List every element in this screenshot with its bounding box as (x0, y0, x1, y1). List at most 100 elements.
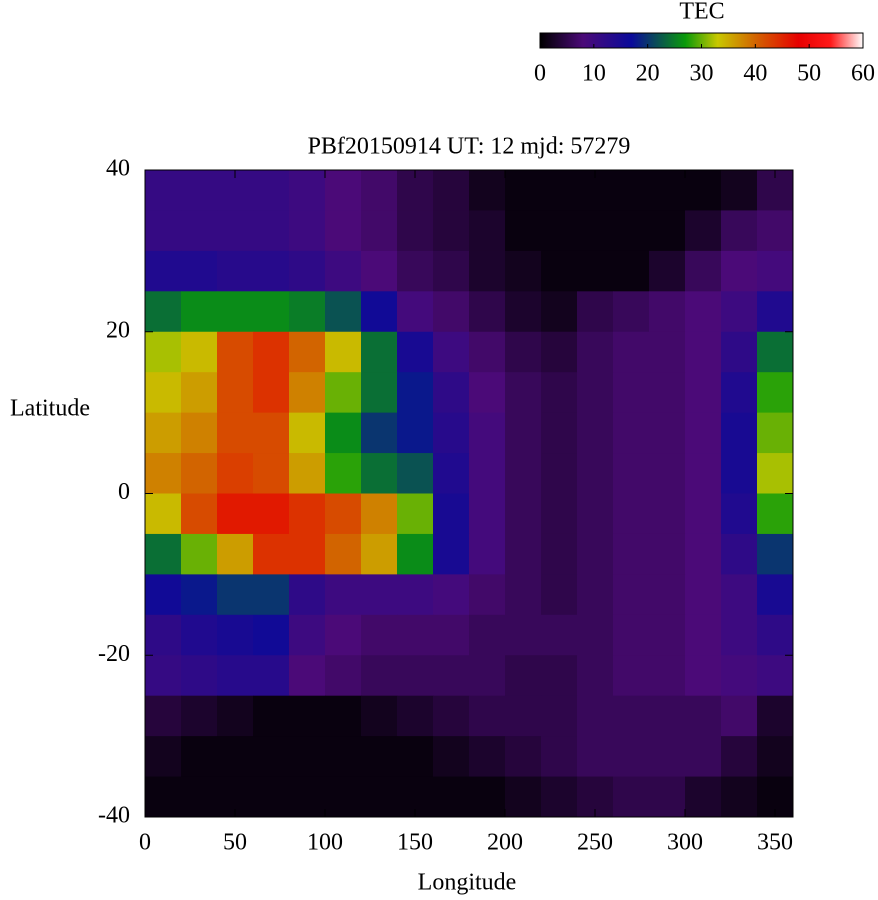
heat-cell (145, 574, 182, 616)
heat-cell (649, 695, 686, 737)
heat-cell (253, 574, 290, 616)
heat-cell (469, 331, 506, 373)
heat-cell (253, 736, 290, 778)
x-tick-label: 300 (667, 830, 703, 856)
heat-cell (361, 210, 398, 252)
heat-cell (757, 655, 794, 697)
heat-cell (505, 655, 542, 697)
heat-cell (613, 574, 650, 616)
x-tick-label: 0 (139, 830, 151, 856)
heat-cell (181, 736, 218, 778)
heat-cell (757, 453, 794, 494)
heat-cell (577, 574, 614, 616)
heat-cell (433, 736, 470, 778)
heat-cell (721, 210, 758, 252)
heat-cell (577, 291, 614, 333)
heat-cell (253, 493, 290, 535)
heat-cell (685, 776, 722, 818)
heat-cell (757, 614, 794, 656)
heat-cell (721, 170, 758, 211)
heat-cell (217, 655, 254, 697)
heat-cell (145, 412, 182, 454)
heat-cell (649, 412, 686, 454)
heat-cell (757, 695, 794, 737)
heat-cell (397, 695, 434, 737)
heat-cell (361, 614, 398, 656)
heat-cell (649, 210, 686, 252)
chart-title: PBf20150914 UT: 12 mjd: 57279 (308, 134, 631, 160)
heat-cell (217, 574, 254, 616)
heat-cell (145, 736, 182, 778)
heat-cell (145, 695, 182, 737)
heat-cell (649, 250, 686, 292)
heat-cell (433, 250, 470, 292)
heat-cell (685, 331, 722, 373)
colorbar-label: TEC (679, 0, 724, 25)
heat-cell (253, 655, 290, 697)
heat-cell (505, 776, 542, 818)
heat-cell (469, 493, 506, 535)
heat-cell (325, 250, 362, 292)
heat-cell (433, 574, 470, 616)
heat-cell (685, 250, 722, 292)
heat-cell (397, 614, 434, 656)
heat-cell (325, 170, 362, 211)
heat-cell (505, 695, 542, 737)
heat-cell (541, 170, 578, 211)
heat-cell (649, 574, 686, 616)
heat-cell (649, 776, 686, 818)
heat-cell (577, 736, 614, 778)
heat-cell (577, 493, 614, 535)
heat-cell (721, 533, 758, 575)
heat-cell (181, 655, 218, 697)
heat-cell (325, 695, 362, 737)
heat-cell (325, 614, 362, 656)
heat-cell (613, 736, 650, 778)
heat-cell (505, 412, 542, 454)
heat-cell (217, 210, 254, 252)
x-axis-label: Longitude (418, 870, 517, 896)
heat-cell (577, 695, 614, 737)
heat-cell (289, 210, 326, 252)
heat-cell (145, 614, 182, 656)
heat-cell (397, 574, 434, 616)
heat-cell (721, 614, 758, 656)
heat-cell (577, 614, 614, 656)
heat-cell (685, 291, 722, 333)
colorbar-tick-label: 30 (690, 61, 714, 87)
heat-cell (433, 493, 470, 535)
heat-cell (397, 655, 434, 697)
heat-cell (181, 776, 218, 818)
heat-cell (253, 331, 290, 373)
heat-cell (541, 736, 578, 778)
heat-cell (145, 210, 182, 252)
heat-cell (289, 695, 326, 737)
heat-cell (217, 291, 254, 333)
heat-cell (289, 533, 326, 575)
heat-cell (289, 453, 326, 494)
heat-cell (541, 614, 578, 656)
heat-cell (361, 453, 398, 494)
heat-cell (505, 614, 542, 656)
heat-cell (649, 453, 686, 494)
heat-cell (217, 736, 254, 778)
heat-cell (577, 533, 614, 575)
heat-cell (757, 574, 794, 616)
heat-cell (361, 493, 398, 535)
heat-cell (757, 372, 794, 414)
heat-cell (325, 453, 362, 494)
heat-cell (325, 736, 362, 778)
heat-cell (181, 372, 218, 414)
heat-cell (469, 736, 506, 778)
heat-cell (181, 614, 218, 656)
x-tick-label: 250 (577, 830, 613, 856)
heat-cell (469, 776, 506, 818)
heat-cell (469, 695, 506, 737)
heat-cell (253, 291, 290, 333)
heat-cell (757, 210, 794, 252)
heat-cell (253, 776, 290, 818)
heat-cell (289, 614, 326, 656)
x-tick-label: 350 (757, 830, 793, 856)
heat-cell (217, 372, 254, 414)
